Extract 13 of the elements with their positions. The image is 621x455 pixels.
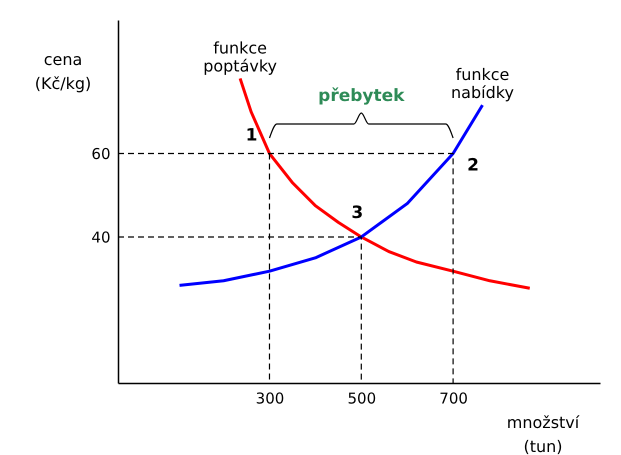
y-axis-title: cena (Kč/kg): [34, 50, 92, 93]
x-tick-label: 700: [439, 390, 468, 408]
series-label: funkce poptávky: [203, 38, 278, 76]
x-axis-title: množství (tun): [506, 413, 580, 455]
series-label: funkce nabídky: [451, 65, 514, 102]
x-tick-label: 300: [256, 390, 284, 408]
x-tick-label: 500: [347, 390, 376, 408]
annotation: 3: [351, 202, 364, 223]
annotation: 2: [467, 156, 480, 176]
annotation: přebytek: [318, 86, 406, 106]
y-tick-label: 60: [91, 145, 110, 164]
annotation: 1: [246, 126, 258, 146]
y-tick-label: 40: [91, 228, 110, 246]
